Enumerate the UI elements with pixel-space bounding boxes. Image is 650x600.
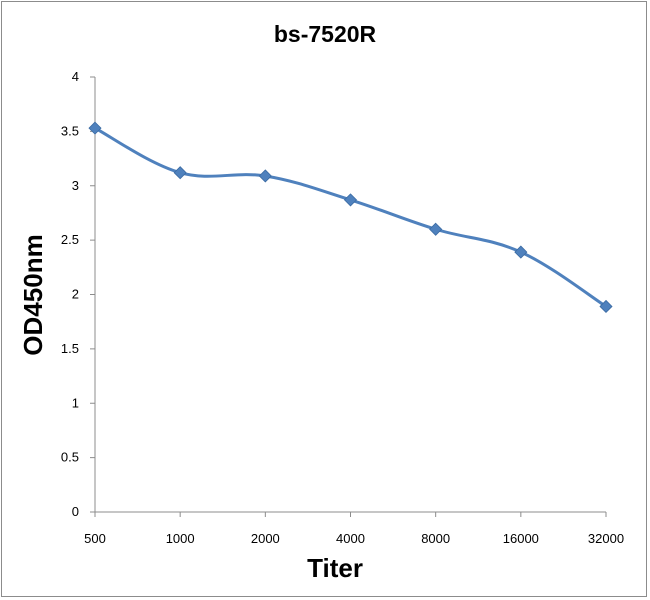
- y-axis-title: OD450nm: [18, 234, 48, 355]
- y-tick-label: 4: [72, 69, 79, 84]
- data-point-marker: [599, 299, 613, 314]
- x-tick-label: 4000: [336, 531, 365, 546]
- y-axis-ticks: 0 0.5 1 1.5 2 2.5 3 3.5 4: [61, 69, 95, 519]
- data-point-marker: [88, 121, 102, 135]
- x-tick-label: 8000: [421, 531, 450, 546]
- data-point-marker: [173, 166, 187, 180]
- y-tick-label: 0.5: [61, 450, 79, 465]
- y-tick-label: 3.5: [61, 123, 79, 138]
- data-point-marker: [343, 193, 358, 207]
- y-tick-label: 3: [72, 178, 79, 193]
- data-point-marker: [258, 169, 272, 183]
- y-tick-label: 1: [72, 395, 79, 410]
- series-line: [93, 126, 608, 308]
- data-point-marker: [429, 222, 443, 236]
- series-markers: [88, 121, 613, 314]
- x-tick-label: 500: [84, 531, 106, 546]
- chart-title: bs-7520R: [274, 21, 377, 47]
- y-tick-label: 2.5: [61, 232, 79, 247]
- x-axis-title: Titer: [307, 553, 363, 583]
- y-tick-label: 2: [72, 287, 79, 302]
- x-axis-ticks: 500 1000 2000 4000 8000 16000 32000: [84, 512, 624, 546]
- x-tick-label: 2000: [251, 531, 280, 546]
- y-tick-label: 1.5: [61, 341, 79, 356]
- x-tick-label: 32000: [588, 531, 624, 546]
- data-point-marker: [514, 245, 528, 259]
- y-tick-label: 0: [72, 504, 79, 519]
- x-tick-label: 16000: [503, 531, 539, 546]
- x-tick-label: 1000: [166, 531, 195, 546]
